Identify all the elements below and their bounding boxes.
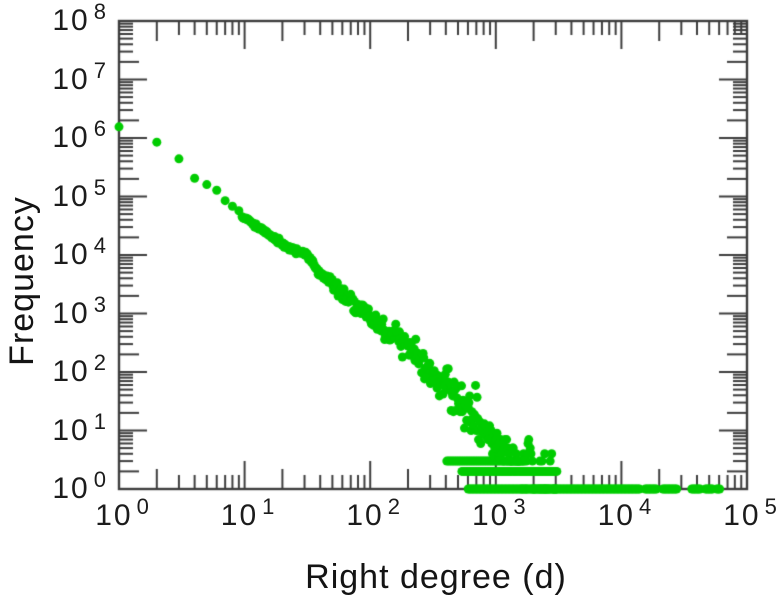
tick-mantissa: 10	[471, 499, 510, 532]
y-tick-label-10e7: 10 7	[8, 59, 106, 96]
tick-mantissa: 10	[52, 296, 90, 330]
tick-mantissa: 10	[95, 499, 133, 532]
tick-mantissa: 10	[346, 499, 384, 532]
tick-exponent: 2	[93, 350, 106, 375]
tick-mantissa: 10	[52, 121, 90, 154]
x-tick-label-10e3: 10 3	[471, 496, 526, 532]
tick-exponent: 3	[93, 291, 106, 317]
tick-exponent: 1	[262, 494, 275, 519]
tick-exponent: 5	[764, 494, 776, 519]
tick-exponent: 0	[136, 494, 149, 519]
tick-exponent: 4	[638, 494, 652, 519]
tick-exponent: 2	[387, 494, 400, 519]
y-tick-label-10e0: 10 0	[8, 469, 106, 505]
x-axis-title: Right degree (d)	[305, 558, 567, 596]
x-tick-label-10e5: 10 5	[723, 496, 776, 532]
tick-exponent: 8	[93, 0, 106, 24]
tick-exponent: 3	[513, 494, 526, 519]
y-tick-label-10e4: 10 4	[8, 235, 106, 271]
tick-mantissa: 10	[52, 179, 90, 213]
x-tick-label-10e2: 10 2	[346, 496, 400, 532]
y-tick-label-10e1: 10 1	[8, 410, 106, 447]
tick-exponent: 6	[93, 116, 106, 141]
x-tick-label-10e0: 10 0	[95, 496, 149, 532]
tick-mantissa: 10	[220, 499, 259, 532]
x-tick-label-10e4: 10 4	[597, 496, 652, 532]
tick-exponent: 7	[93, 57, 106, 83]
x-tick-label-10e1: 10 1	[220, 496, 275, 532]
y-axis-title: Frequency	[3, 196, 41, 366]
y-tick-label-10e8: 10 8	[8, 1, 106, 37]
tick-exponent: 0	[93, 467, 106, 492]
tick-exponent: 1	[93, 408, 106, 434]
tick-mantissa: 10	[597, 499, 635, 532]
y-tick-label-10e2: 10 2	[8, 352, 106, 388]
tick-mantissa: 10	[52, 413, 90, 447]
y-tick-label-10e3: 10 3	[8, 293, 106, 330]
tick-mantissa: 10	[52, 238, 90, 271]
tick-mantissa: 10	[52, 4, 90, 37]
y-tick-label-10e5: 10 5	[8, 176, 106, 213]
y-tick-label-10e6: 10 6	[8, 118, 106, 154]
tick-mantissa: 10	[52, 355, 90, 388]
tick-exponent: 4	[93, 233, 106, 258]
tick-mantissa: 10	[52, 62, 90, 96]
tick-exponent: 5	[93, 174, 106, 200]
tick-mantissa: 10	[723, 499, 761, 532]
tick-mantissa: 10	[52, 472, 90, 505]
